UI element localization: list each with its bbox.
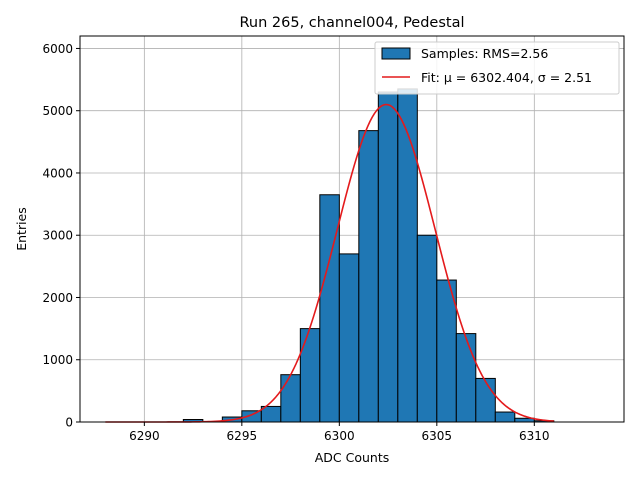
legend-box <box>374 41 620 95</box>
chart-title: Run 265, channel004, Pedestal <box>239 15 464 31</box>
histogram-bar <box>260 405 282 423</box>
x-tick-label: 6300 <box>324 429 355 443</box>
x-tick-label: 6310 <box>519 429 550 443</box>
legend: Samples: RMS=2.56 Fit: μ = 6302.404, σ =… <box>374 41 620 95</box>
histogram-bar <box>455 333 477 423</box>
histogram-bar <box>319 194 340 423</box>
y-tick-label: 6000 <box>42 42 73 56</box>
histogram-bar <box>280 374 301 423</box>
x-tick-label: 6290 <box>129 429 160 443</box>
legend-fit-label: Fit: μ = 6302.404, σ = 2.51 <box>421 70 592 85</box>
histogram-bar <box>377 91 399 423</box>
histogram-bar <box>358 130 379 423</box>
y-tick-label: 3000 <box>42 229 73 243</box>
x-tick-label: 6295 <box>227 429 258 443</box>
histogram-bar <box>494 411 516 423</box>
ticks-layer: 6290 6295 6300 6305 6310 0 1000 2000 3000 4000 500… <box>42 42 549 443</box>
y-tick-label: 1000 <box>42 353 73 367</box>
plot-frame <box>79 35 625 423</box>
y-tick-label: 0 <box>65 416 73 430</box>
y-tick-label: 2000 <box>42 291 73 305</box>
y-tick-label: 5000 <box>42 104 73 118</box>
y-axis-label: Entries <box>14 207 29 251</box>
x-tick-label: 6305 <box>422 429 453 443</box>
legend-histogram-swatch <box>381 47 411 60</box>
x-axis-label: ADC Counts <box>315 450 390 465</box>
legend-histogram-label: Samples: RMS=2.56 <box>421 46 548 61</box>
histogram-bar <box>397 88 418 423</box>
y-tick-label: 4000 <box>42 166 73 180</box>
bars-layer <box>182 88 555 423</box>
histogram-bar <box>475 377 496 423</box>
histogram-bar <box>299 328 321 423</box>
histogram-bar <box>416 234 438 423</box>
histogram-bar <box>338 253 360 423</box>
histogram-bar <box>436 279 457 423</box>
